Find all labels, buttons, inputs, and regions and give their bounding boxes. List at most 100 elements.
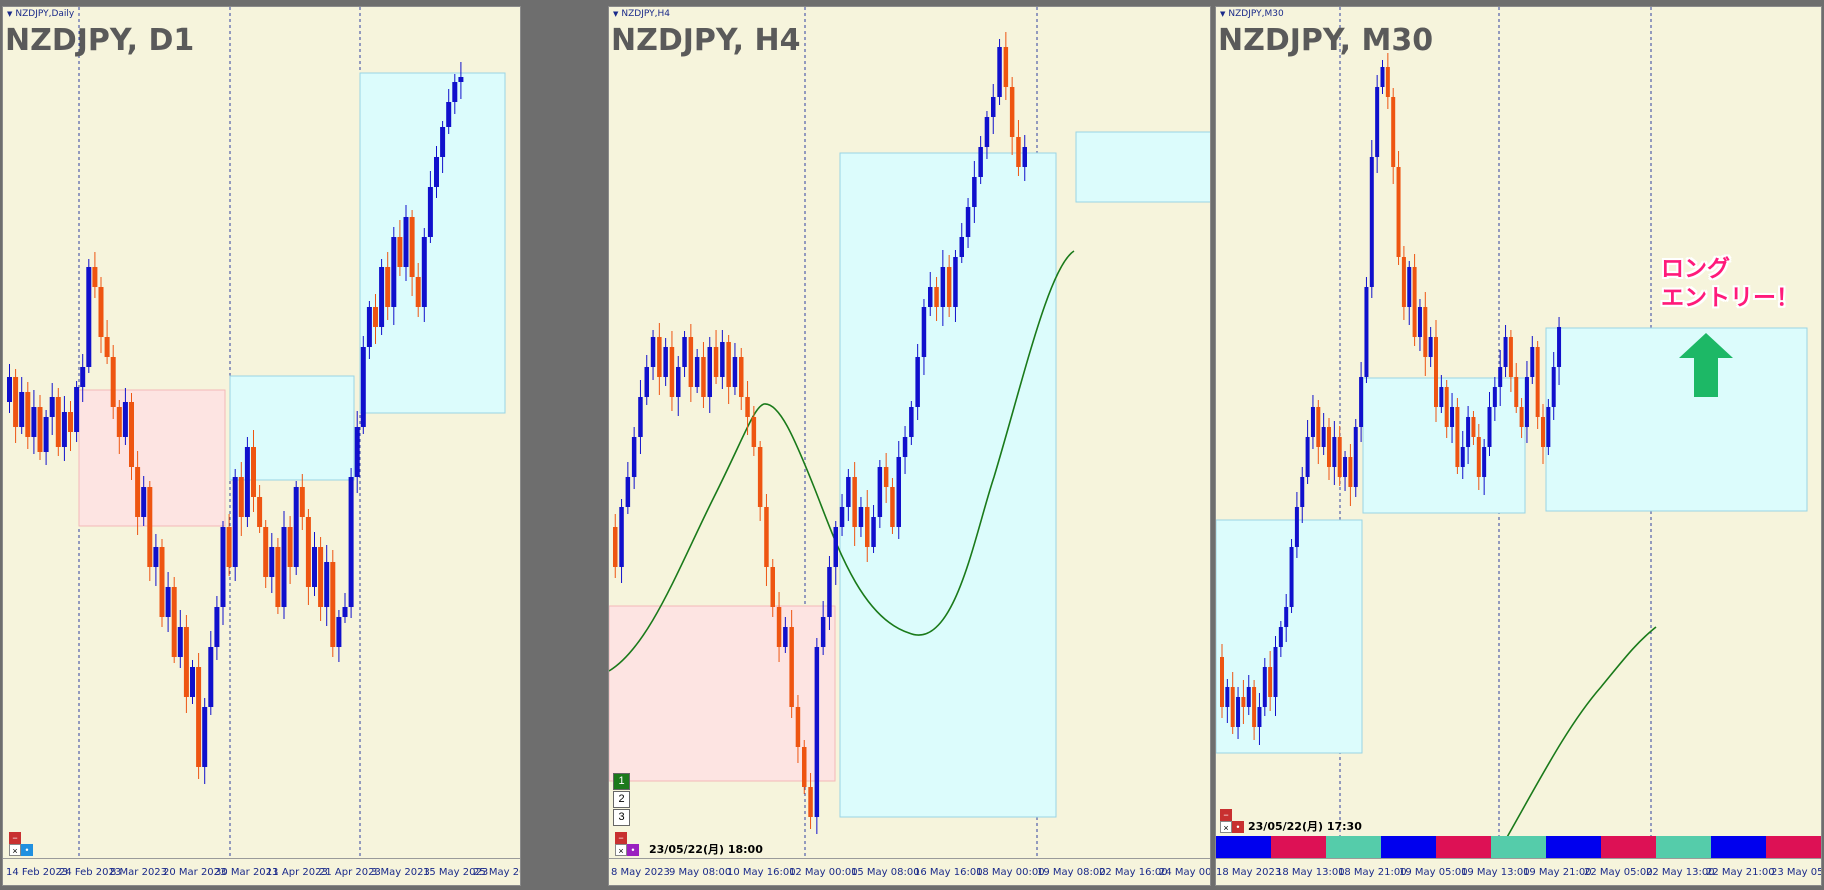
candle-body <box>1009 87 1015 137</box>
candle-body <box>833 527 838 567</box>
candle-body <box>1492 387 1497 407</box>
candle-body <box>688 337 694 387</box>
minimize-button[interactable]: − <box>615 832 627 844</box>
candle-body <box>650 337 656 367</box>
m30-moving-average <box>1497 626 1657 854</box>
candle-body <box>839 507 845 527</box>
candle-body <box>202 707 208 767</box>
hotkey-3-button[interactable]: 3 <box>613 809 630 826</box>
toggle-button[interactable]: • <box>627 844 639 856</box>
candle-body <box>1220 657 1224 707</box>
signal-strip-segment <box>1711 836 1766 858</box>
minimize-button[interactable]: − <box>9 832 21 844</box>
candle-body <box>802 747 807 787</box>
dropdown-triangle-icon[interactable]: ▼ <box>7 10 13 18</box>
candle-body <box>324 562 330 607</box>
minimize-button[interactable]: − <box>1220 809 1232 821</box>
candle-body <box>820 617 826 647</box>
candle-body <box>997 47 1002 97</box>
candle-body <box>808 787 813 817</box>
candle-body <box>890 487 895 527</box>
candle-body <box>934 287 939 307</box>
m30-plot <box>1216 7 1808 859</box>
close-button[interactable]: × <box>1220 821 1232 833</box>
candle-body <box>991 97 996 117</box>
candle-body <box>1498 367 1503 387</box>
x-label: 15 May 08:00 <box>851 867 920 878</box>
candle-body <box>619 507 624 567</box>
candle-body <box>177 627 183 657</box>
x-label: 8 May 2023 <box>611 867 670 878</box>
x-label: 22 May 16:00 <box>1099 867 1168 878</box>
m30-zone-blue-1 <box>1216 519 1363 754</box>
m30-candles <box>1220 53 1562 745</box>
dropdown-triangle-icon[interactable]: ▼ <box>613 10 619 18</box>
candle-body <box>1535 347 1540 417</box>
chart-panel-h4[interactable]: ▼ NZDJPY,H4 NZDJPY, H4 1 2 3 − × • 23/05/… <box>608 6 1211 886</box>
candle-body <box>827 567 832 617</box>
candle-body <box>657 337 662 377</box>
candle-body <box>1375 87 1380 157</box>
candle-body <box>745 397 750 417</box>
x-label: 16 May 16:00 <box>914 867 983 878</box>
d1-candles <box>7 62 464 784</box>
h4-zone-pink <box>609 605 836 782</box>
candle-body <box>1466 417 1471 447</box>
candle-body <box>86 267 92 367</box>
close-button[interactable]: × <box>9 844 21 856</box>
candle-body <box>940 267 946 307</box>
h4-zone-blue-2 <box>1075 131 1210 203</box>
x-label: 25 May 2023 <box>473 867 520 878</box>
window-title: ▼ NZDJPY,Daily <box>7 9 75 19</box>
candle-body <box>7 377 12 402</box>
close-button[interactable]: × <box>615 844 627 856</box>
hotkey-1-button[interactable]: 1 <box>613 773 630 790</box>
candle-body <box>814 647 820 817</box>
x-label: 20 Mar 2023 <box>163 867 227 878</box>
toggle-button[interactable]: • <box>1232 821 1244 833</box>
window-title: ▼ NZDJPY,M30 <box>1220 9 1284 19</box>
candle-body <box>287 527 293 567</box>
x-label: 11 Apr 2023 <box>266 867 328 878</box>
candle-body <box>1524 377 1529 427</box>
chart-panel-m30[interactable]: ▼ NZDJPY,M30 NZDJPY, M30 ロング エントリー！ − × •… <box>1215 6 1822 886</box>
h4-plot <box>609 7 1210 859</box>
candle-body <box>625 477 631 507</box>
candle-body <box>720 342 725 377</box>
signal-strip-segment <box>1216 836 1271 858</box>
candle-body <box>953 257 958 307</box>
candle-body <box>183 627 189 697</box>
candle-body <box>713 347 719 377</box>
candle-body <box>1289 547 1294 607</box>
candle-body <box>1321 427 1326 447</box>
candle-body <box>694 357 700 387</box>
candle-body <box>1257 707 1262 727</box>
candle-body <box>858 507 864 527</box>
candle-body <box>25 392 31 437</box>
candle-body <box>739 357 744 397</box>
candle-body <box>783 627 788 647</box>
dropdown-triangle-icon[interactable]: ▼ <box>1220 10 1226 18</box>
candle-body <box>135 467 141 517</box>
candle-body <box>846 477 851 507</box>
hotkey-2-button[interactable]: 2 <box>613 791 630 808</box>
candle-body <box>1541 417 1545 447</box>
candle-body <box>1316 407 1321 447</box>
x-label: 22 May 05:00 <box>1584 867 1653 878</box>
signal-strip-segment <box>1656 836 1711 858</box>
candle-body <box>116 407 122 437</box>
symbol-label: NZDJPY, H4 <box>611 23 801 58</box>
chart-panel-d1[interactable]: ▼ NZDJPY,Daily NZDJPY, D1 − × • 14 Feb 20… <box>2 6 521 886</box>
candle-body <box>1284 607 1289 627</box>
window-title: ▼ NZDJPY,H4 <box>613 9 670 19</box>
x-label: 19 May 13:00 <box>1461 867 1530 878</box>
candle-body <box>1455 407 1460 467</box>
d1-zone-blue-1 <box>229 375 355 481</box>
candle-body <box>263 527 269 577</box>
candle-body <box>98 287 104 337</box>
candle-body <box>141 487 147 517</box>
x-axis: 8 May 2023 9 May 08:00 10 May 16:00 12 M… <box>609 858 1210 885</box>
toggle-button[interactable]: • <box>21 844 33 856</box>
candle-body <box>789 627 794 707</box>
candle-body <box>397 237 403 267</box>
